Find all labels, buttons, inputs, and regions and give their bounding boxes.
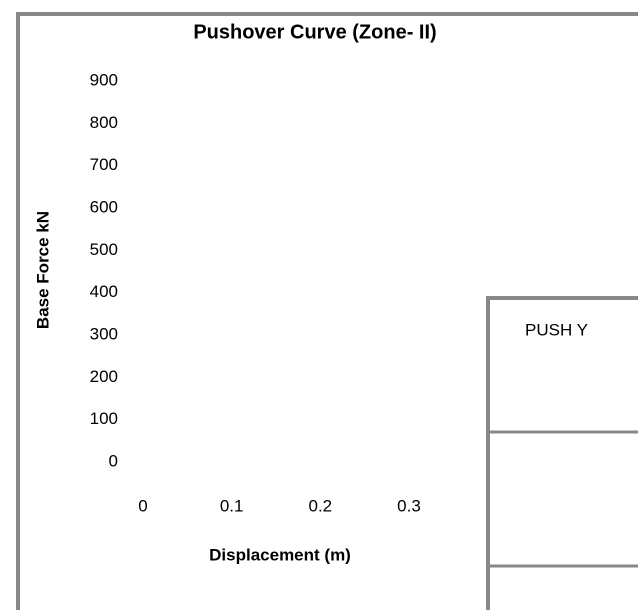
y-tick-label: 200 bbox=[90, 367, 118, 386]
y-tick-label: 900 bbox=[90, 70, 118, 89]
y-tick-label: 300 bbox=[90, 324, 118, 343]
y-tick-label: 0 bbox=[109, 451, 118, 470]
x-tick-label: 0.2 bbox=[309, 496, 333, 515]
y-tick-label: 500 bbox=[90, 240, 118, 259]
legend: PUSH Y bbox=[486, 296, 638, 610]
y-tick-label: 100 bbox=[90, 409, 118, 428]
y-tick-label: 700 bbox=[90, 155, 118, 174]
legend-label: PUSH Y bbox=[525, 320, 588, 339]
y-tick-label: 400 bbox=[90, 282, 118, 301]
x-axis-label: Displacement (m) bbox=[209, 545, 351, 564]
y-tick-label: 800 bbox=[90, 113, 118, 132]
y-tick-label: 600 bbox=[90, 197, 118, 216]
x-tick-label: 0.1 bbox=[220, 496, 244, 515]
x-tick-label: 0.3 bbox=[397, 496, 421, 515]
chart-title: Pushover Curve (Zone- II) bbox=[193, 21, 436, 43]
x-tick-label: 0 bbox=[138, 496, 147, 515]
y-axis-label: Base Force kN bbox=[33, 211, 52, 329]
